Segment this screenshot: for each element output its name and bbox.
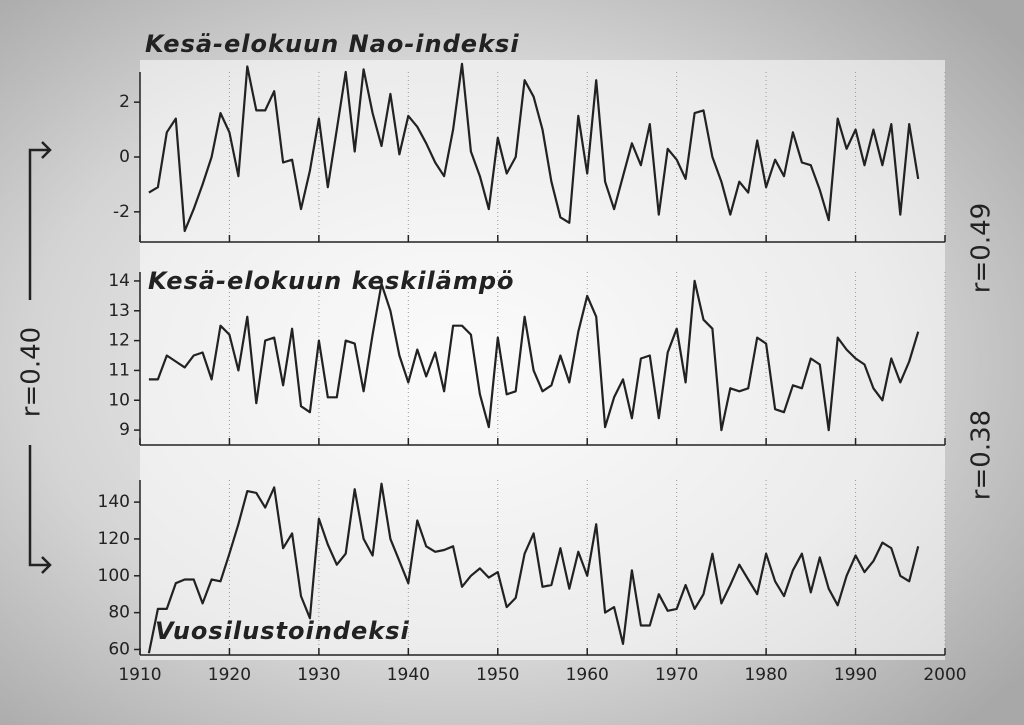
x-tick-label: 1980 — [744, 665, 787, 685]
x-tick-label: 1960 — [566, 665, 609, 685]
y-tick-label: 9 — [119, 420, 130, 440]
x-tick-label: 1940 — [387, 665, 430, 685]
data-line — [148, 62, 920, 233]
y-tick-label: 100 — [98, 566, 130, 586]
y-tick-label: 11 — [108, 360, 130, 380]
x-tick-label: 1970 — [655, 665, 698, 685]
data-line — [148, 279, 920, 432]
y-tick-label: 80 — [108, 603, 130, 623]
y-tick-label: 0 — [119, 147, 130, 167]
data-line — [147, 482, 920, 654]
y-tick-label: 60 — [108, 639, 130, 659]
x-tick-label: 1930 — [297, 665, 340, 685]
y-tick-label: 12 — [108, 331, 130, 351]
y-tick-label: 2 — [119, 92, 130, 112]
panel-title: Kesä-elokuun keskilämpö — [148, 267, 515, 295]
y-tick-label: 13 — [108, 301, 130, 321]
left-bracket — [28, 141, 52, 574]
x-tick-label: 1910 — [118, 665, 161, 685]
correlation-label: r=0.49 — [967, 203, 997, 293]
panel-title: Vuosilustoindeksi — [155, 617, 410, 645]
x-tick-label: 1990 — [834, 665, 877, 685]
y-tick-label: -2 — [113, 202, 130, 222]
correlation-label: r=0.40 — [17, 327, 47, 417]
x-tick-label: 1920 — [208, 665, 251, 685]
y-tick-label: 140 — [98, 492, 130, 512]
y-tick-label: 120 — [98, 529, 130, 549]
x-tick-label: 2000 — [923, 665, 966, 685]
y-tick-label: 10 — [108, 390, 130, 410]
y-tick-label: 14 — [108, 271, 130, 291]
panel-title: Kesä-elokuun Nao-indeksi — [145, 30, 520, 58]
correlation-label: r=0.38 — [967, 410, 997, 500]
x-tick-label: 1950 — [476, 665, 519, 685]
